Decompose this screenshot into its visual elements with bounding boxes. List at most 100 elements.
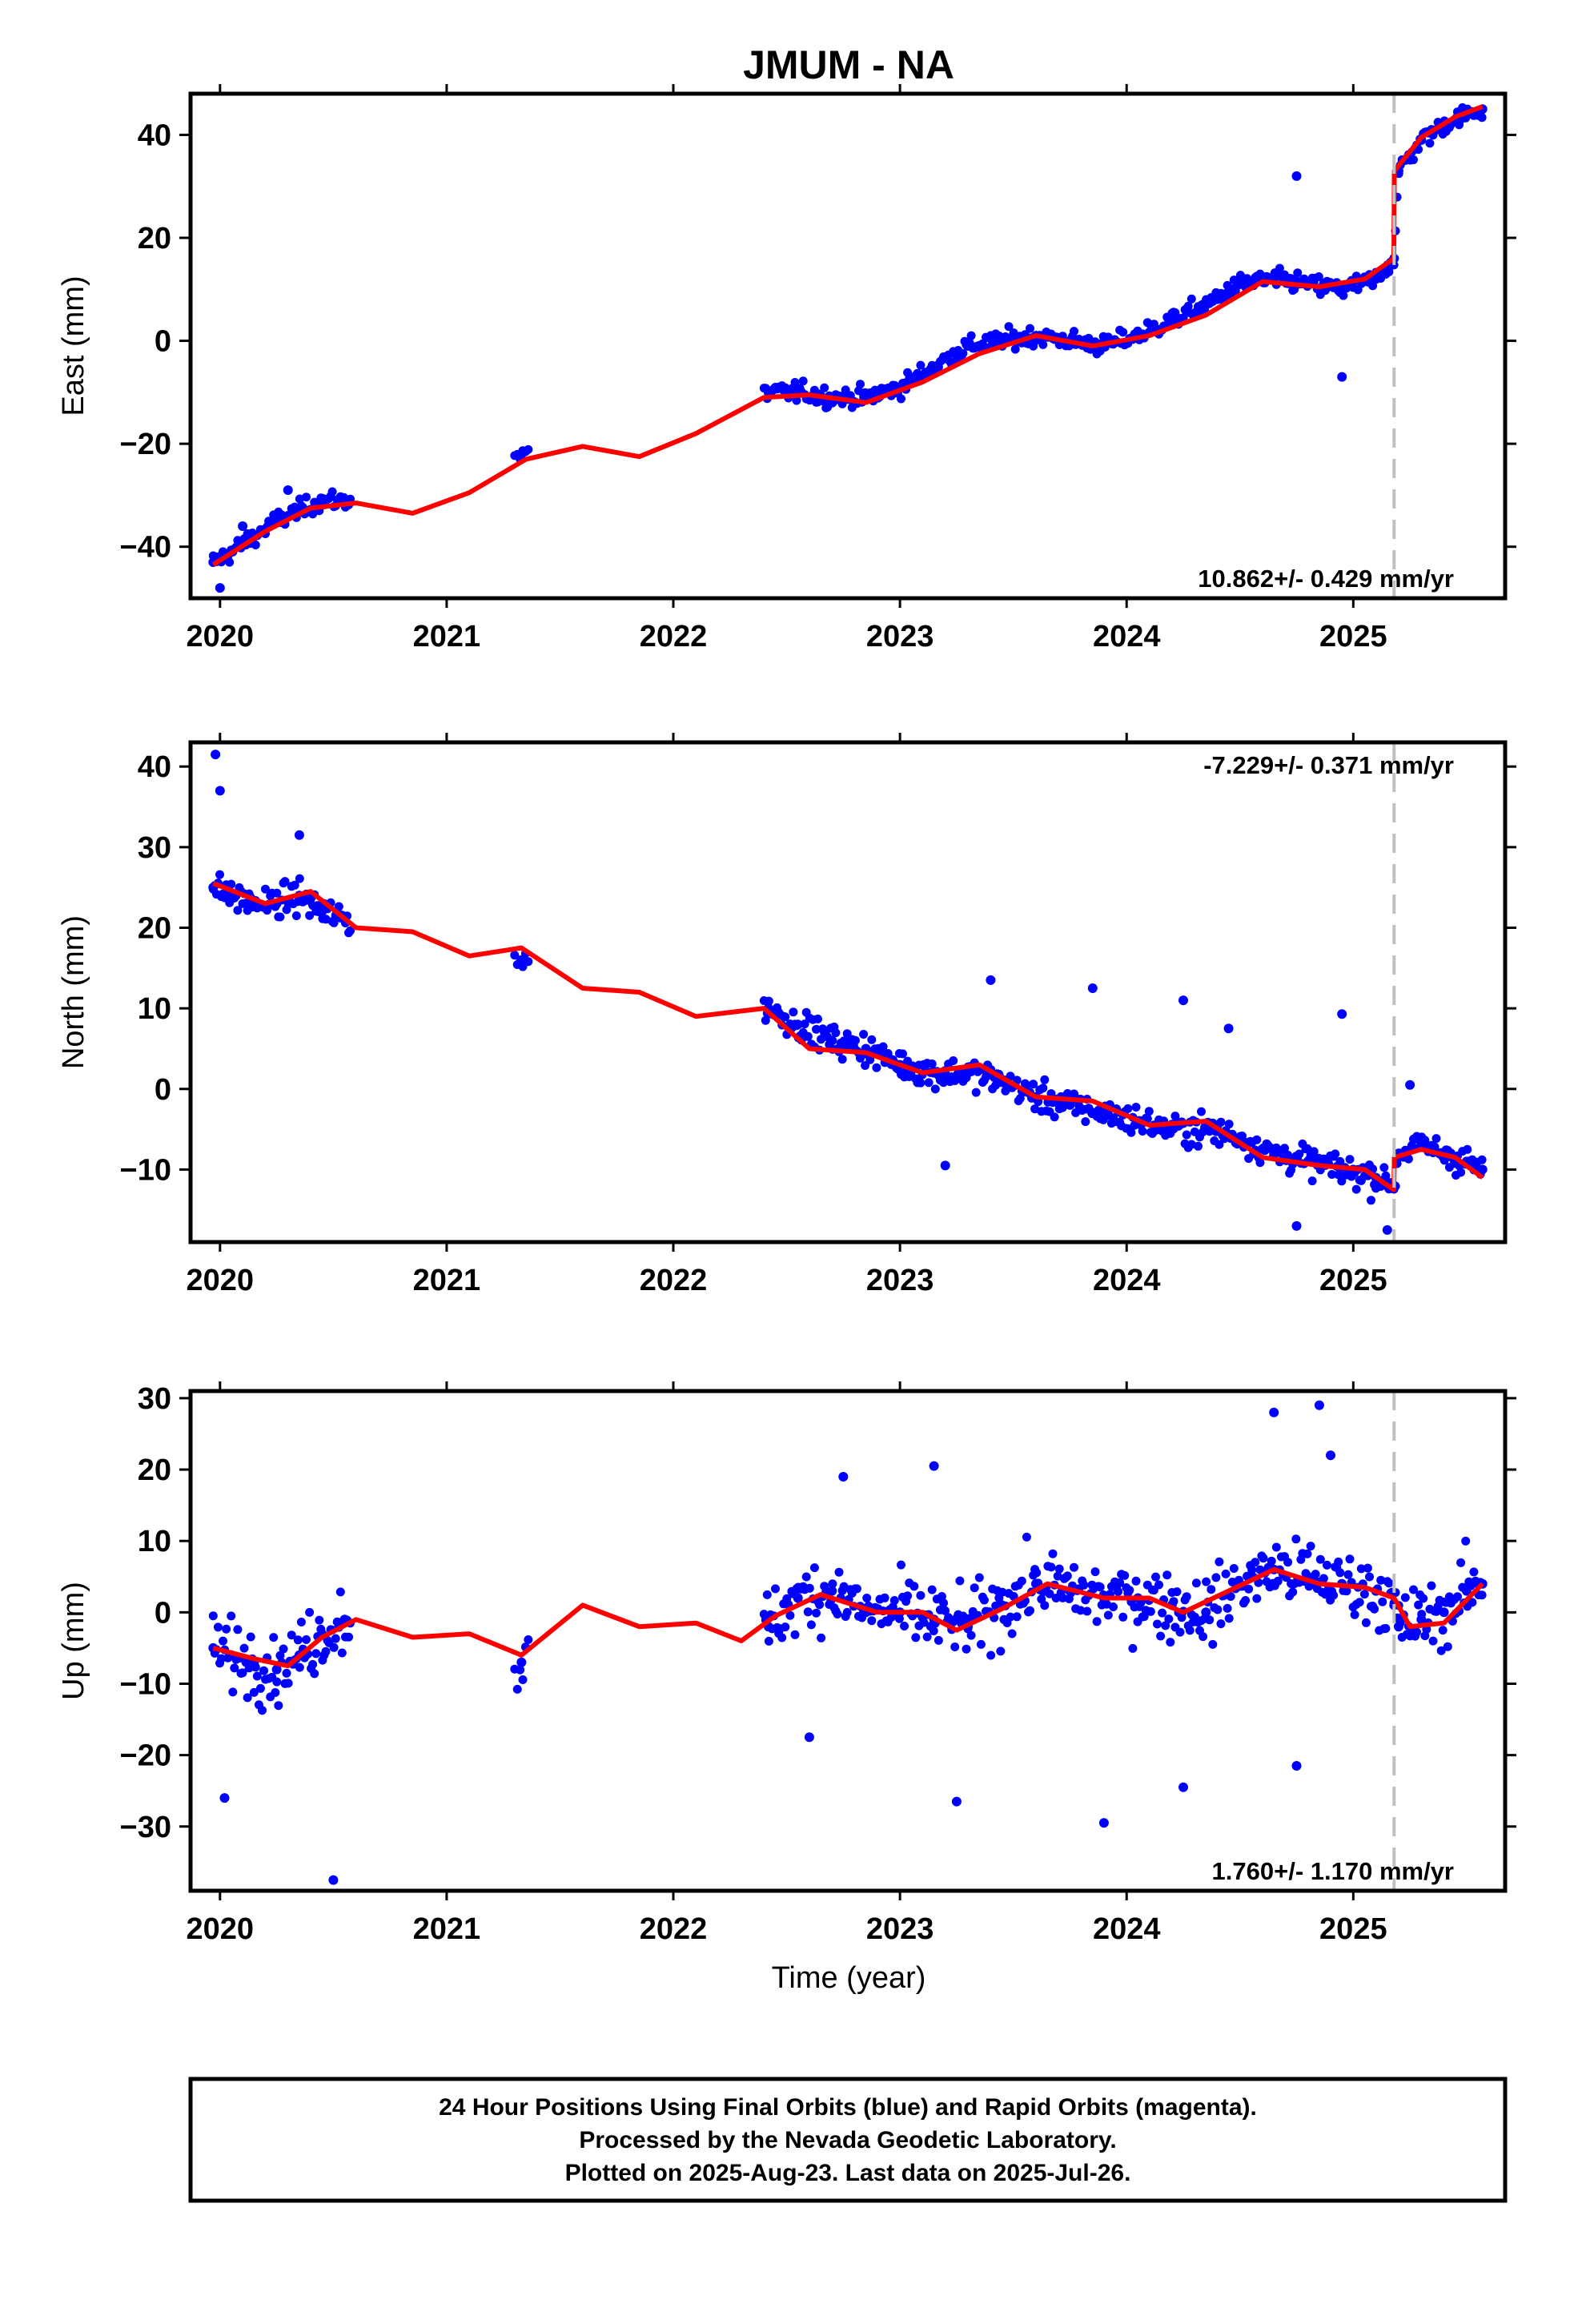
- data-point: [1040, 1075, 1050, 1084]
- model-fit-line: [212, 881, 1484, 1192]
- data-point: [793, 1019, 803, 1030]
- x-tick-label: 2021: [413, 1264, 481, 1297]
- data-point: [1327, 1170, 1337, 1179]
- data-point: [258, 1706, 267, 1715]
- data-point: [785, 1610, 795, 1620]
- y-tick-label: −30: [120, 1811, 171, 1844]
- data-point: [1461, 1586, 1472, 1596]
- data-point: [1118, 328, 1128, 337]
- data-point: [812, 1024, 821, 1034]
- x-tick-label: 2025: [1319, 1264, 1387, 1297]
- data-point: [246, 1632, 255, 1642]
- data-point: [302, 1634, 311, 1644]
- data-point: [259, 1666, 268, 1675]
- data-point: [867, 1035, 877, 1044]
- data-point: [1079, 1580, 1089, 1590]
- data-point: [800, 1019, 809, 1029]
- data-point: [1319, 1574, 1328, 1583]
- data-point: [1251, 1558, 1260, 1567]
- data-point: [966, 1630, 976, 1640]
- data-point: [1361, 1618, 1371, 1627]
- data-point: [1295, 1149, 1304, 1159]
- data-point: [1120, 1570, 1130, 1580]
- data-point: [239, 1643, 249, 1653]
- data-point: [1247, 1565, 1257, 1574]
- data-point: [900, 1622, 909, 1630]
- data-point: [842, 1029, 852, 1039]
- data-point: [346, 926, 355, 935]
- data-point: [951, 1796, 962, 1807]
- y-tick-label: 20: [138, 222, 171, 255]
- data-point: [1172, 1587, 1182, 1597]
- data-point: [305, 911, 315, 920]
- data-point: [803, 1607, 813, 1617]
- data-point: [940, 1160, 950, 1171]
- data-point: [1131, 1576, 1141, 1586]
- data-point: [1006, 1072, 1015, 1081]
- x-tick-label: 2024: [1093, 620, 1161, 653]
- data-point: [850, 1035, 860, 1045]
- data-point: [1226, 1592, 1235, 1601]
- data-point: [1303, 1549, 1312, 1558]
- data-point: [1040, 1601, 1050, 1610]
- data-point: [1070, 1562, 1078, 1572]
- data-point: [1186, 294, 1196, 304]
- data-point: [1146, 1606, 1155, 1616]
- data-point: [1098, 1818, 1109, 1828]
- data-point: [878, 1042, 888, 1051]
- y-tick-label: 40: [138, 119, 171, 152]
- data-point: [996, 1647, 1006, 1656]
- data-point: [238, 1668, 247, 1678]
- data-point: [963, 1068, 973, 1078]
- data-point: [1223, 1603, 1232, 1613]
- data-point: [842, 1607, 852, 1617]
- data-point: [1414, 1600, 1423, 1610]
- data-point: [1356, 1564, 1366, 1574]
- data-point: [919, 1618, 929, 1627]
- data-point: [1158, 1608, 1167, 1618]
- data-point: [930, 1084, 940, 1094]
- data-point: [1138, 1127, 1147, 1136]
- y-tick-label: 20: [138, 1454, 171, 1487]
- data-point: [269, 1633, 279, 1642]
- data-point: [1259, 1554, 1268, 1563]
- data-point: [1439, 1156, 1449, 1165]
- x-tick-label: 2020: [187, 1912, 255, 1946]
- data-point: [1012, 1612, 1022, 1622]
- data-point: [971, 1088, 981, 1097]
- data-point: [1229, 1564, 1239, 1573]
- x-tick-label: 2024: [1093, 1912, 1161, 1946]
- data-point: [344, 1632, 353, 1642]
- x-tick-label: 2022: [640, 1264, 708, 1297]
- data-point: [227, 1611, 236, 1621]
- data-point: [1032, 1568, 1042, 1578]
- data-point: [1363, 1563, 1372, 1573]
- y-tick-label: 30: [138, 831, 171, 865]
- data-point: [781, 1012, 790, 1022]
- y-tick-label: −10: [120, 1667, 171, 1701]
- data-point: [271, 1688, 280, 1697]
- data-point: [762, 1590, 772, 1599]
- data-point: [1350, 1610, 1359, 1619]
- data-point: [1269, 1148, 1279, 1159]
- data-point: [1311, 1570, 1320, 1579]
- data-point: [516, 955, 527, 965]
- data-point: [275, 1651, 285, 1660]
- data-point: [817, 1633, 826, 1642]
- data-point: [862, 1594, 872, 1602]
- data-point: [998, 1587, 1007, 1597]
- data-point: [208, 1611, 218, 1621]
- east-rate-label: 10.862+/- 0.429 mm/yr: [1198, 565, 1454, 593]
- data-point: [1342, 1586, 1351, 1596]
- data-point: [834, 1567, 844, 1577]
- data-point: [806, 1620, 816, 1630]
- data-point: [916, 1078, 926, 1088]
- data-point: [1241, 1596, 1251, 1605]
- data-point: [329, 1642, 339, 1652]
- data-point: [856, 380, 865, 389]
- data-point: [1207, 1585, 1216, 1594]
- data-point: [790, 1630, 800, 1639]
- data-point: [867, 1616, 877, 1626]
- data-point: [1291, 1534, 1301, 1544]
- data-point: [1384, 267, 1394, 276]
